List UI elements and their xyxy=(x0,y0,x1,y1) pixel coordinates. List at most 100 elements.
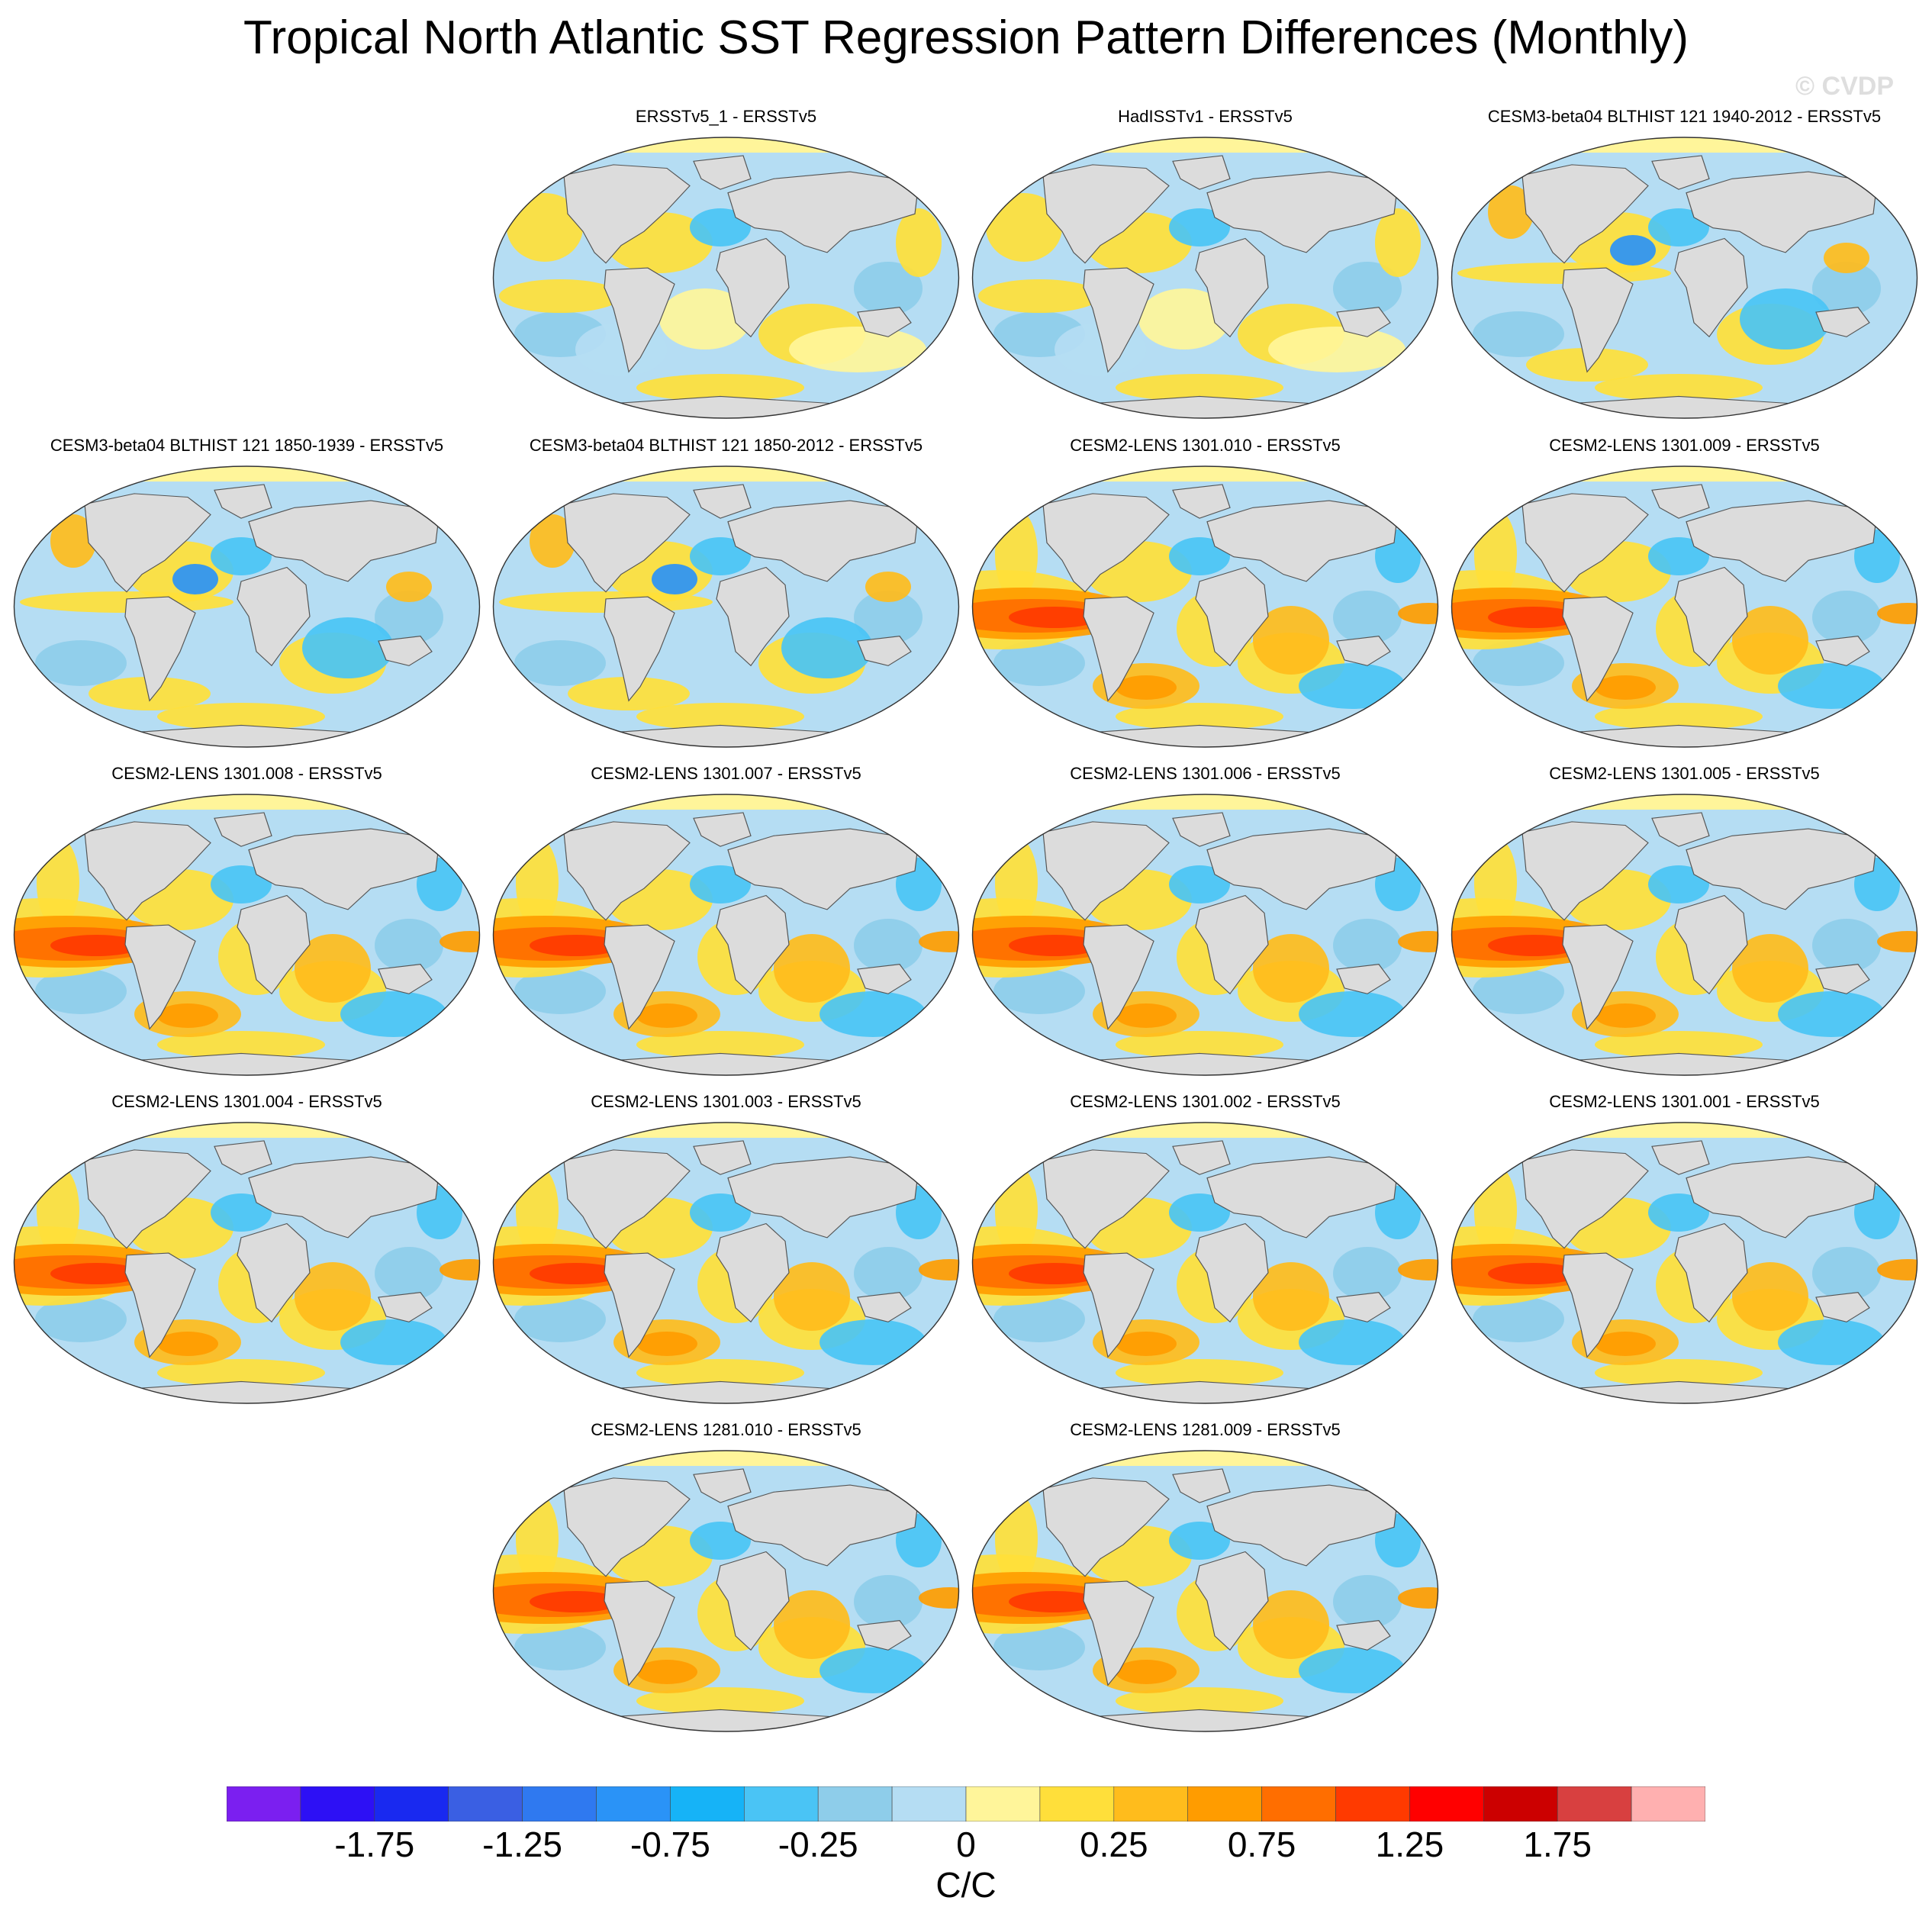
sst-anomaly-region xyxy=(1595,1031,1763,1058)
landmass xyxy=(727,1156,919,1239)
sst-anomaly-region xyxy=(35,968,127,1014)
sst-anomaly-region xyxy=(507,193,583,262)
sst-anomaly-region xyxy=(1488,935,1579,956)
landmass xyxy=(563,821,691,921)
sst-anomaly-region xyxy=(340,1319,447,1365)
sst-anomaly-region xyxy=(636,1660,697,1684)
landmass xyxy=(1562,924,1634,1030)
sst-anomaly-region xyxy=(1116,374,1283,401)
sst-anomaly-region xyxy=(514,640,606,686)
sst-anomaly-region xyxy=(386,572,432,602)
sst-anomaly-region xyxy=(789,327,926,372)
colorbar-units: C/C xyxy=(935,1865,997,1905)
sst-anomaly-region xyxy=(37,1165,79,1257)
sst-anomaly-region xyxy=(1473,968,1564,1014)
landmass xyxy=(563,493,691,593)
sst-anomaly-region xyxy=(1116,1332,1177,1356)
panel-title: CESM3-beta04 BLTHIST 121 1940-2012 - ERS… xyxy=(1487,107,1882,126)
sst-anomaly-region xyxy=(37,837,79,929)
sst-anomaly-region xyxy=(50,514,96,568)
sst-anomaly-region xyxy=(530,935,621,956)
sst-anomaly-region xyxy=(636,374,804,401)
sst-anomaly-region xyxy=(1824,243,1869,273)
panel-title: CESM2-LENS 1301.001 - ERSSTv5 xyxy=(1549,1092,1820,1111)
sst-anomaly-region xyxy=(1116,1687,1283,1715)
landmass xyxy=(1172,1140,1231,1175)
sst-anomaly-region xyxy=(993,1296,1085,1342)
arctic-band xyxy=(1451,1123,1918,1138)
colorbar-swatch xyxy=(374,1786,449,1822)
sst-anomaly-region xyxy=(993,640,1085,686)
landmass xyxy=(214,812,272,847)
landmass xyxy=(1195,1222,1269,1323)
sst-anomaly-region xyxy=(1009,607,1100,628)
landmass xyxy=(559,1709,889,1731)
world-map xyxy=(1451,1122,1918,1404)
sst-anomaly-region xyxy=(516,837,559,929)
arctic-band xyxy=(14,466,480,482)
colorbar-tick-label: 1.25 xyxy=(1375,1825,1444,1864)
map-panel: CESM3-beta04 BLTHIST 121 1940-2012 - ERS… xyxy=(1450,107,1919,420)
sst-anomaly-region xyxy=(819,1319,926,1365)
landmass xyxy=(1651,155,1710,190)
landmass xyxy=(1651,484,1710,519)
sst-anomaly-region xyxy=(1732,1262,1808,1331)
sst-anomaly-region xyxy=(636,1003,697,1028)
colorbar-labels: -1.75 -1.25 -0.75 -0.25 0 0.25 0.75 1.25 1.75 xyxy=(0,1824,1932,1870)
sst-anomaly-region xyxy=(1375,208,1421,277)
landmass xyxy=(1172,1468,1231,1503)
world-map xyxy=(13,465,481,748)
colorbar-tick-label: 0.25 xyxy=(1080,1825,1148,1864)
sst-anomaly-region xyxy=(774,1262,850,1331)
landmass xyxy=(1195,237,1269,338)
sst-anomaly-region xyxy=(1877,1259,1918,1280)
map-panel: CESM2-LENS 1301.007 - ERSSTv5 xyxy=(491,764,961,1077)
sst-anomaly-region xyxy=(375,1247,443,1300)
landmass xyxy=(1038,395,1368,418)
sst-anomaly-region xyxy=(774,1590,850,1659)
landmass xyxy=(693,1468,752,1503)
world-map xyxy=(971,137,1439,419)
landmass xyxy=(1336,964,1391,994)
sst-anomaly-region xyxy=(1778,663,1885,709)
landmass xyxy=(716,1222,790,1323)
map-border xyxy=(1451,794,1918,1076)
map-panel: CESM2-LENS 1281.009 - ERSSTv5 xyxy=(971,1420,1440,1733)
landmass xyxy=(1206,500,1399,582)
sst-anomaly-region xyxy=(1877,603,1918,624)
map-border xyxy=(971,1450,1439,1732)
sst-anomaly-region xyxy=(995,509,1038,601)
landmass xyxy=(727,828,919,910)
map-panel: ERSSTv5_1 - ERSSTv5 xyxy=(491,107,961,420)
sst-anomaly-region xyxy=(1268,327,1406,372)
sst-anomaly-region xyxy=(1009,1263,1100,1284)
landmass xyxy=(1206,1156,1399,1239)
sst-anomaly-region xyxy=(1116,1359,1283,1387)
colorbar-swatch xyxy=(891,1786,967,1822)
landmass xyxy=(1674,237,1748,338)
sst-anomaly-region xyxy=(1116,1003,1177,1028)
sst-anomaly-region xyxy=(1595,703,1763,730)
sst-anomaly-region xyxy=(530,514,575,568)
colorbar-tick-label: -0.25 xyxy=(778,1825,858,1864)
landmass xyxy=(124,924,196,1030)
sst-anomaly-region xyxy=(1595,675,1656,700)
panel-title: CESM2-LENS 1301.006 - ERSSTv5 xyxy=(1070,764,1341,783)
landmass xyxy=(80,1380,410,1403)
landmass xyxy=(1521,1149,1649,1249)
landmass xyxy=(604,924,675,1030)
sst-anomaly-region xyxy=(1116,703,1283,730)
world-map xyxy=(1451,794,1918,1076)
landmass xyxy=(716,894,790,995)
colorbar-swatch xyxy=(1261,1786,1336,1822)
landmass xyxy=(1083,1252,1154,1358)
sst-anomaly-region xyxy=(1333,1575,1402,1628)
landmass xyxy=(237,566,311,667)
sst-anomaly-region xyxy=(1778,1319,1885,1365)
map-panel: CESM2-LENS 1301.003 - ERSSTv5 xyxy=(491,1092,961,1405)
watermark: © CVDP xyxy=(1795,72,1894,101)
landmass xyxy=(716,237,790,338)
sst-anomaly-region xyxy=(993,968,1085,1014)
sst-anomaly-region xyxy=(1299,1648,1406,1693)
landmass xyxy=(248,828,440,910)
